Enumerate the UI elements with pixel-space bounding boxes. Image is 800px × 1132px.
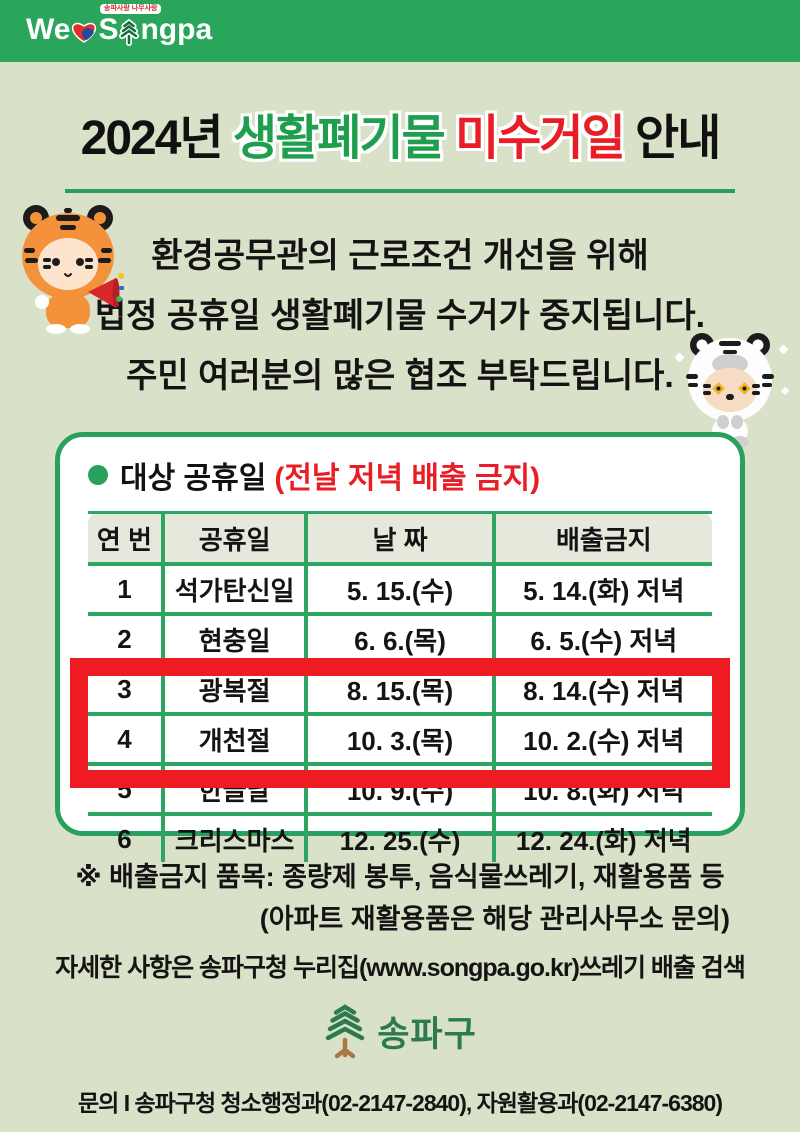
cell-ban: 10. 2.(수) 저녁	[493, 714, 712, 766]
title-divider	[65, 189, 735, 193]
header-holiday: 공휴일	[162, 511, 309, 566]
cell-date: 6. 6.(목)	[306, 614, 496, 666]
cell-date: 5. 15.(수)	[306, 564, 496, 616]
cell-holiday: 개천절	[162, 714, 309, 766]
section-title-text: 대상 공휴일	[120, 462, 267, 495]
logo-text-we: We	[26, 13, 71, 46]
table-row: 1 석가탄신일 5. 15.(수) 5. 14.(화) 저녁	[88, 564, 712, 616]
header-date: 날 짜	[306, 511, 496, 566]
apartment-note: (아파트 재활용품은 해당 관리사무소 문의)	[259, 904, 730, 934]
website-info: 자세한 사항은 송파구청 누리집(www.songpa.go.kr)쓰레기 배출…	[55, 954, 746, 982]
notes-block: ※ 배출금지 품목: 종량제 봉투, 음식물쓰레기, 재활용품 등 (아파트 재…	[70, 856, 730, 940]
gu-logo-text: 송파구	[377, 1014, 477, 1054]
title-suffix: 안내	[623, 112, 721, 165]
cell-ban: 6. 5.(수) 저녁	[493, 614, 712, 666]
table-row: 2 현충일 6. 6.(목) 6. 5.(수) 저녁	[88, 614, 712, 666]
title-year: 2024년	[80, 112, 233, 165]
cell-no: 2	[88, 614, 165, 666]
header-ban: 배출금지	[493, 511, 712, 566]
cell-date: 12. 25.(수)	[306, 814, 496, 862]
heart-icon	[72, 22, 97, 43]
section-subtitle-text: (전날 저녁 배출 금지)	[274, 462, 541, 495]
contact-info: 문의 I 송파구청 청소행정과(02-2147-2840), 자원활용과(02-…	[77, 1090, 723, 1116]
highlight-red-box	[70, 658, 730, 788]
title-waste: 생활폐기물	[232, 112, 446, 165]
header-no: 연 번	[88, 511, 165, 566]
table-row: 6 크리스마스 12. 25.(수) 12. 24.(화) 저녁	[88, 814, 712, 862]
cell-no: 1	[88, 564, 165, 616]
table-header-row: 연 번 공휴일 날 짜 배출금지	[88, 511, 712, 566]
cell-no: 6	[88, 814, 165, 862]
cell-holiday: 크리스마스	[162, 814, 309, 862]
logo-text-ngpa: ngpa	[140, 13, 213, 46]
cell-date: 10. 3.(목)	[306, 714, 496, 766]
cell-ban: 12. 24.(화) 저녁	[515, 825, 692, 856]
cell-holiday: 현충일	[162, 614, 309, 666]
holiday-card: 대상 공휴일 (전날 저녁 배출 금지) 연 번 공휴일 날 짜 배출금지 1 …	[55, 432, 745, 862]
announcement-line-3: 주민 여러분의 많은 협조 부탁드립니다.	[126, 357, 674, 395]
logo-text-s: S	[98, 13, 119, 46]
title-noncollection: 미수거일	[455, 112, 626, 165]
logo-tagline: 송파사랑 나무사랑	[100, 4, 162, 14]
holiday-table: 연 번 공휴일 날 짜 배출금지 1 석가탄신일 5. 15.(수) 5. 14…	[88, 511, 712, 862]
pine-tree-icon	[325, 1004, 365, 1059]
cell-no: 4	[88, 714, 165, 766]
table-row-highlighted: 4 개천절 10. 3.(목) 10. 2.(수) 저녁	[88, 714, 712, 766]
songpa-gu-logo: 송파구	[0, 1002, 800, 1060]
announcement-line-2: 법정 공휴일 생활폐기물 수거가 중지됩니다.	[94, 297, 706, 335]
announcement-line-1: 환경공무관의 근로조건 개선을 위해	[151, 237, 649, 275]
green-bullet-icon	[88, 465, 108, 485]
announcement: 환경공무관의 근로조건 개선을 위해 법정 공휴일 생활폐기물 수거가 중지됩니…	[0, 226, 800, 406]
prohibited-items-note: ※ 배출금지 품목: 종량제 봉투, 음식물쓰레기, 재활용품 등	[75, 862, 725, 892]
tree-icon	[119, 18, 140, 46]
cell-holiday: 석가탄신일	[162, 564, 309, 616]
orange-tiger-mascot	[12, 202, 124, 339]
page-title: 2024년 생활폐기물 미수거일 안내	[0, 98, 800, 168]
top-banner: We S ngpa 송파사랑 나무사랑	[0, 0, 800, 62]
holiday-section-title: 대상 공휴일 (전날 저녁 배출 금지)	[88, 453, 712, 497]
we-love-songpa-logo: We S ngpa 송파사랑 나무사랑	[26, 4, 213, 49]
cell-ban: 5. 14.(화) 저녁	[493, 564, 712, 616]
